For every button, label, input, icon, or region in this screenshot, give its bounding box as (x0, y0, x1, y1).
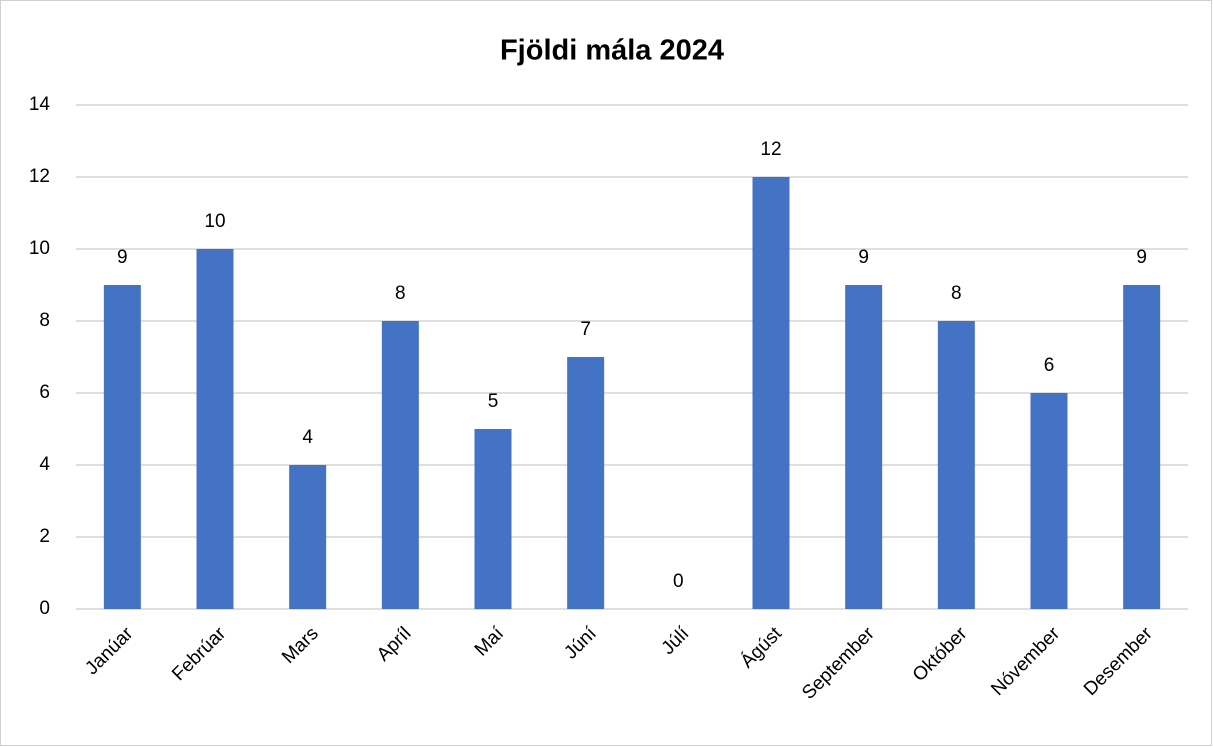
chart-title: Fjöldi mála 2024 (500, 35, 724, 67)
data-label: 9 (1136, 247, 1147, 268)
data-label: 4 (302, 427, 313, 448)
data-label: 8 (395, 283, 406, 304)
bar (381, 321, 419, 609)
y-tick-label: 4 (39, 454, 50, 475)
bar (289, 465, 327, 609)
y-tick-label: 12 (29, 166, 50, 187)
y-tick-label: 10 (29, 238, 50, 259)
bar (937, 321, 975, 609)
data-label: 5 (488, 391, 499, 412)
bar (845, 285, 883, 609)
bar (474, 429, 512, 609)
data-label: 6 (1044, 355, 1055, 376)
y-tick-label: 0 (39, 598, 50, 619)
bar (1123, 285, 1161, 609)
y-tick-label: 2 (39, 526, 50, 547)
y-tick-label: 8 (39, 310, 50, 331)
data-label: 12 (760, 139, 781, 160)
data-label: 8 (951, 283, 962, 304)
bar (196, 249, 234, 609)
bar (752, 177, 790, 609)
data-label: 10 (204, 211, 225, 232)
bar (1030, 393, 1068, 609)
bar (567, 357, 605, 609)
bar (103, 285, 141, 609)
data-label: 7 (580, 319, 591, 340)
data-label: 0 (673, 571, 684, 592)
data-label: 9 (117, 247, 128, 268)
y-tick-label: 14 (29, 94, 51, 115)
y-tick-label: 6 (39, 382, 50, 403)
data-label: 9 (858, 247, 869, 268)
